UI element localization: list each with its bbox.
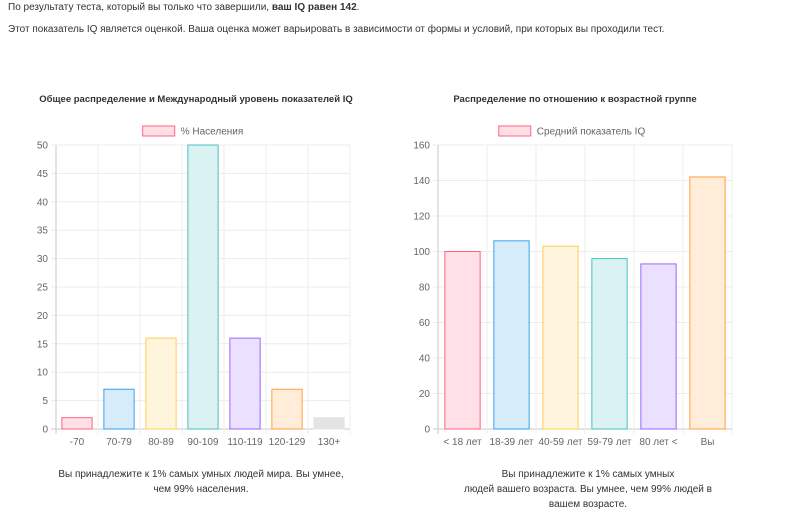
intro-result-suffix: . xyxy=(356,2,360,13)
age-x-tick-label: < 18 лет xyxy=(443,437,482,448)
world-legend[interactable]: % Населения xyxy=(142,125,244,138)
world-bar xyxy=(271,388,303,430)
age-bar xyxy=(640,263,677,430)
age-bar xyxy=(591,258,628,430)
world-x-tick-label: 110-119 xyxy=(227,437,263,448)
age-y-tick-label: 100 xyxy=(413,247,430,258)
age-bar xyxy=(689,176,726,430)
world-bar xyxy=(103,388,135,430)
world-x-tick-label: 80-89 xyxy=(148,437,174,448)
world-y-tick-label: 40 xyxy=(37,197,49,208)
age-x-tick-label: 59-79 лет xyxy=(588,437,632,448)
age-y-tick-label: 120 xyxy=(413,212,430,223)
age-y-tick-label: 140 xyxy=(413,176,430,187)
world-y-tick-label: 5 xyxy=(42,396,48,407)
world-bar xyxy=(187,144,219,430)
age-legend-label: Средний показатель IQ xyxy=(537,127,646,138)
age-chart-caption: Вы принадлежите к 1% самых умных людей в… xyxy=(438,467,738,512)
world-y-tick-label: 15 xyxy=(37,339,49,350)
world-chart-caption: Вы принадлежите к 1% самых умных людей м… xyxy=(58,469,344,495)
age-caption-line-3: вашем возрасте. xyxy=(548,499,628,510)
world-x-tick-label: 70-79 xyxy=(106,437,132,448)
world-bar xyxy=(229,337,261,430)
intro-result-prefix: По результату теста, который вы только ч… xyxy=(8,2,272,13)
age-legend-swatch xyxy=(498,125,532,137)
world-legend-label: % Населения xyxy=(181,127,244,138)
age-y-tick-label: 20 xyxy=(419,389,431,400)
world-y-tick-label: 25 xyxy=(37,283,49,294)
age-x-tick-label: 18-39 лет xyxy=(490,437,534,448)
age-x-tick-label: 80 лет < xyxy=(639,437,677,448)
age-y-tick-label: 160 xyxy=(413,141,430,152)
age-y-tick-label: 80 xyxy=(419,283,431,294)
age-caption-line-2: людей вашего возраста. Вы умнее, чем 99%… xyxy=(464,484,712,495)
age-bar xyxy=(444,251,481,430)
intro-result-line: По результату теста, который вы только ч… xyxy=(8,2,359,13)
world-chart-title: Общее распределение и Международный уров… xyxy=(39,94,353,105)
world-bar xyxy=(145,337,177,430)
iq-score-text: ваш IQ равен 142 xyxy=(271,2,357,13)
world-bar xyxy=(313,417,345,430)
age-y-tick-label: 0 xyxy=(424,425,430,436)
world-y-tick-label: 50 xyxy=(37,141,49,152)
world-x-tick-label: 130+ xyxy=(318,437,341,448)
age-chart-title: Распределение по отношению к возрастной … xyxy=(453,94,697,105)
age-legend[interactable]: Средний показатель IQ xyxy=(498,125,646,138)
age-x-tick-label: Вы xyxy=(701,437,715,448)
world-y-tick-label: 0 xyxy=(42,425,48,436)
world-bar xyxy=(61,417,93,430)
age-bar xyxy=(542,245,579,430)
world-y-tick-label: 20 xyxy=(37,311,49,322)
age-bar xyxy=(493,240,530,430)
world-y-tick-label: 30 xyxy=(37,254,49,265)
age-y-tick-label: 40 xyxy=(419,354,431,365)
world-y-tick-label: 35 xyxy=(37,226,49,237)
world-x-tick-label: 120-129 xyxy=(269,437,306,448)
world-y-tick-label: 45 xyxy=(37,169,49,180)
age-y-tick-label: 60 xyxy=(419,318,431,329)
world-x-tick-label: 90-109 xyxy=(187,437,219,448)
age-caption-line-1: Вы принадлежите к 1% самых умных xyxy=(501,469,675,480)
intro-disclaimer: Этот показатель IQ является оценкой. Ваш… xyxy=(8,24,665,35)
world-legend-swatch xyxy=(142,125,176,137)
world-x-tick-label: -70 xyxy=(70,437,85,448)
age-x-tick-label: 40-59 лет xyxy=(539,437,583,448)
world-y-tick-label: 10 xyxy=(37,368,49,379)
